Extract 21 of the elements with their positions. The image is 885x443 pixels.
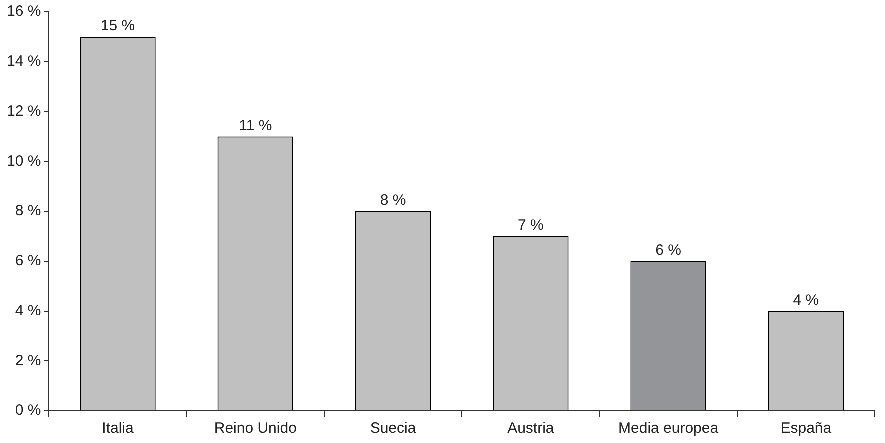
x-tick-label: España (780, 420, 832, 438)
y-tick-label: 2 % (15, 352, 42, 370)
x-tick-label: Austria (508, 420, 555, 438)
data-label: 6 % (656, 242, 682, 260)
y-tick-label: 14 % (6, 53, 42, 70)
data-label: 15 % (100, 18, 136, 35)
data-label: 11 % (239, 117, 272, 134)
x-tick-label: Media europea (618, 420, 720, 438)
x-tick-label: Italia (102, 420, 135, 438)
y-tick-label: 8 % (15, 202, 42, 220)
data-label: 8 % (380, 192, 406, 210)
data-label: 7 % (518, 217, 544, 234)
y-tick-label: 10 % (6, 152, 42, 170)
x-tick-label: Suecia (370, 420, 417, 438)
x-tick-label: Reino Unido (214, 420, 297, 438)
y-tick-label: 0 % (15, 402, 42, 420)
y-tick-label: 16 % (6, 3, 42, 20)
data-label: 4 % (793, 292, 820, 309)
y-tick-label: 12 % (6, 102, 42, 120)
y-tick-label: 4 % (15, 302, 42, 320)
y-tick-label: 6 % (15, 252, 42, 270)
